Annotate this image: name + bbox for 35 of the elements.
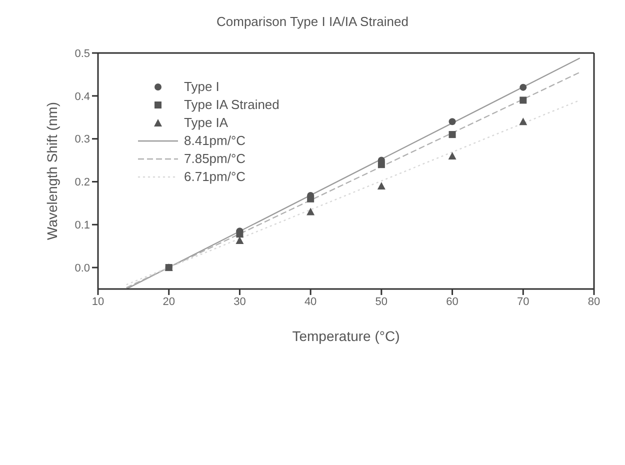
y-axis-title: Wavelength Shift (nm) [44,102,60,240]
point [448,118,456,126]
y-tick-label: 0.3 [74,134,90,146]
x-tick-label: 50 [375,296,388,308]
x-tick-label: 10 [92,296,104,308]
y-tick-label: 0.4 [74,90,90,103]
legend-label: 7.85pm/°C [184,150,246,168]
x-axis-title: Temperature (°C) [292,328,400,344]
x-tick-label: 60 [446,296,458,308]
point [307,195,314,202]
point [448,152,456,160]
x-tick-label: 70 [517,296,530,308]
legend-label: Type I [184,78,220,96]
point [520,84,527,91]
point [306,208,315,216]
point [378,161,385,168]
legend-label: 6.71pm/°C [184,168,246,186]
point [520,96,527,104]
x-tick-label: 80 [588,296,600,308]
y-tick-label: 0.1 [74,220,90,232]
legend-label: 8.41pm/°C [184,132,246,150]
x-tick-label: 20 [162,296,175,308]
point [519,118,528,126]
point [448,131,456,138]
chart-title: Comparison Type I IA/IA Strained [216,14,410,29]
point [377,182,386,190]
y-tick-label: 0.5 [74,48,90,60]
legend-label: Type IA Strained [184,96,280,114]
legend-label: Type IA [184,114,228,132]
y-tick-label: 0.0 [74,262,90,274]
x-tick-label: 40 [304,296,317,308]
y-tick-label: 0.2 [74,176,90,189]
point [236,230,244,238]
x-tick-label: 30 [234,296,246,308]
point [236,236,244,244]
